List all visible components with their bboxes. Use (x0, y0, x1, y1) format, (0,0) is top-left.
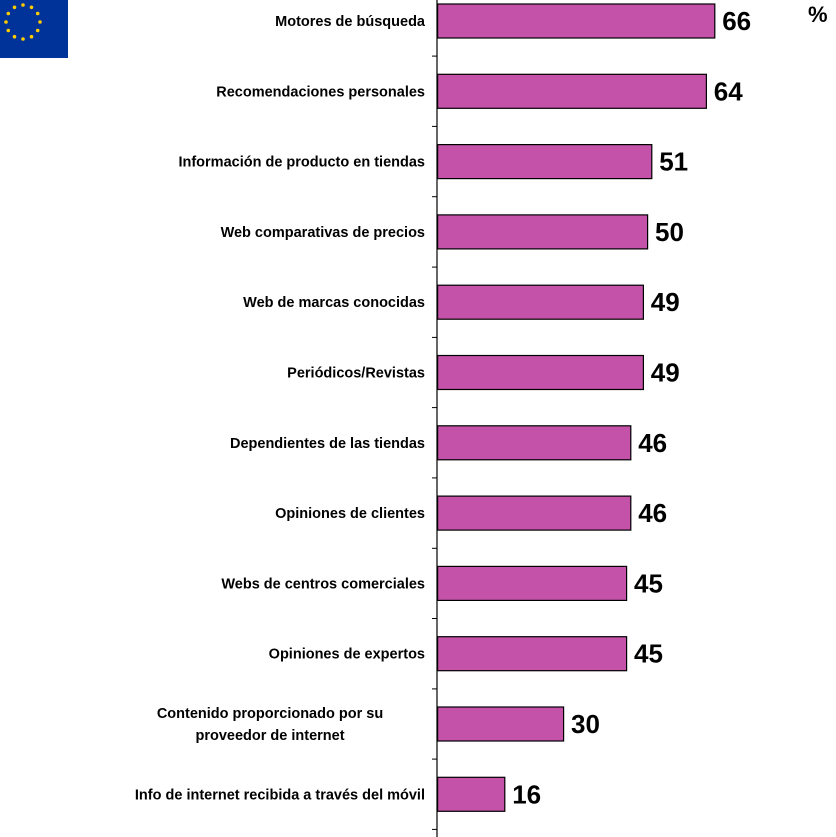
bars-group (437, 3, 716, 812)
bar (437, 144, 653, 180)
category-label-line: Info de internet recibida a través del m… (135, 787, 425, 803)
value-label: 50 (655, 217, 684, 247)
category-label-line: Motores de búsqueda (275, 14, 426, 30)
category-label-line: Periódicos/Revistas (287, 366, 425, 382)
eu-flag-logo (0, 0, 68, 58)
category-label-line: proveedor de internet (195, 728, 344, 744)
category-label: Webs de centros comerciales (221, 576, 425, 592)
flag-star (38, 20, 42, 24)
bar (437, 495, 632, 531)
flag-star (12, 34, 17, 39)
category-label-line: Opiniones de expertos (269, 647, 425, 663)
category-label: Contenido proporcionado por su proveedor … (157, 706, 383, 744)
value-label: 46 (638, 498, 667, 528)
bar (437, 3, 716, 39)
bar (437, 565, 628, 602)
category-label: Motores de búsqueda (275, 14, 426, 30)
category-label-line: Webs de centros comerciales (221, 576, 425, 592)
flag-star (29, 5, 34, 10)
category-labels: Motores de búsqueda Recomendaciones perso… (135, 14, 426, 803)
category-label: Dependientes de las tiendas (230, 436, 425, 452)
value-label: 66 (722, 6, 751, 36)
category-label: Web comparativas de precios (221, 225, 425, 241)
value-label: 49 (651, 287, 680, 317)
flag-star (6, 28, 11, 33)
bar (437, 706, 565, 742)
value-label: 30 (571, 709, 600, 739)
bar (437, 214, 649, 250)
flag-star (21, 37, 25, 41)
value-label: 51 (659, 147, 688, 177)
category-label: Información de producto en tiendas (178, 155, 425, 171)
value-label: 45 (634, 639, 663, 669)
category-label-line: Web comparativas de precios (221, 225, 425, 241)
unit-label: % (808, 2, 828, 27)
flag-star (6, 11, 11, 16)
value-label: 46 (638, 428, 667, 458)
bar (437, 284, 645, 320)
category-label-line: Web de marcas conocidas (243, 295, 425, 311)
value-labels: 66 64 51 50 49 49 46 46 45 45 30 16 (512, 6, 751, 809)
axis-ticks (432, 55, 437, 830)
category-label: Opiniones de expertos (269, 647, 425, 663)
category-label: Web de marcas conocidas (243, 295, 425, 311)
bar (437, 354, 645, 391)
bar (437, 425, 632, 461)
flag-star (21, 3, 25, 7)
flag-star (12, 5, 17, 10)
bar (437, 73, 707, 109)
category-label-line: Dependientes de las tiendas (230, 436, 425, 452)
flag-star (35, 11, 40, 16)
bar (437, 636, 628, 672)
category-label: Periódicos/Revistas (287, 366, 425, 382)
value-label: 64 (714, 76, 743, 106)
flag-star (35, 28, 40, 33)
category-label: Info de internet recibida a través del m… (135, 787, 425, 803)
category-label: Recomendaciones personales (216, 84, 425, 100)
category-label-line: Información de producto en tiendas (178, 155, 425, 171)
flag-background (0, 0, 68, 58)
category-label: Opiniones de clientes (275, 506, 425, 522)
category-label-line: Contenido proporcionado por su (157, 706, 383, 722)
value-label: 16 (512, 779, 541, 809)
flag-star (4, 20, 8, 24)
category-label-line: Recomendaciones personales (216, 84, 425, 100)
flag-star (29, 34, 34, 39)
value-label: 49 (651, 358, 680, 388)
bar (437, 776, 506, 812)
value-label: 45 (634, 568, 663, 598)
category-label-line: Opiniones de clientes (275, 506, 425, 522)
